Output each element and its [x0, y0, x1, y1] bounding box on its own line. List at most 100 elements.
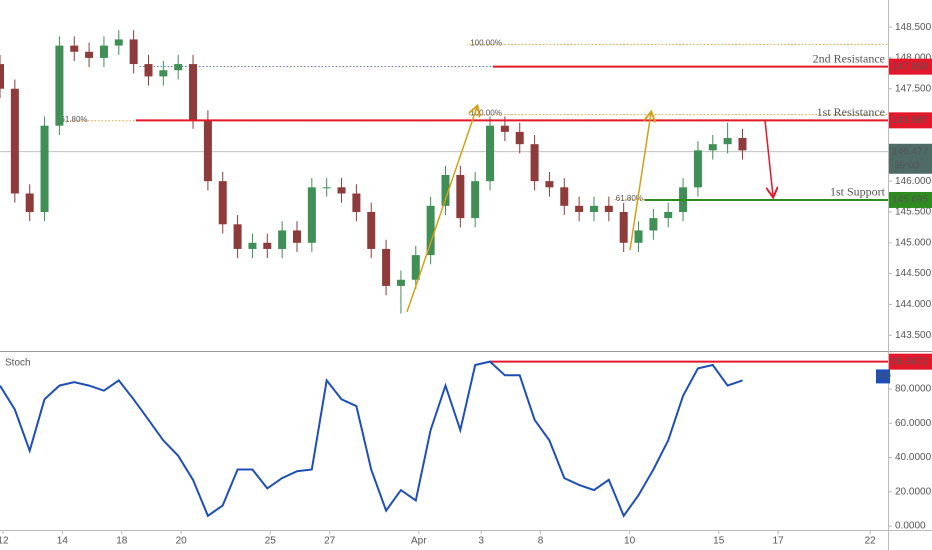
marks: 100.00% 61.80% 100.00% 61.80% 2nd Resistance…: [0, 30, 888, 518]
candle-body: [426, 205, 435, 256]
candle-body: [575, 205, 584, 212]
x-tick-label: 17: [773, 536, 785, 547]
current-price-box: [889, 143, 932, 174]
candle-body: [292, 230, 301, 243]
candle-body: [55, 45, 64, 126]
countdown-label: 39:00: [894, 160, 919, 171]
candle-body: [10, 88, 19, 194]
level-price-label: 147.858: [892, 61, 929, 72]
legend-box: [876, 369, 890, 384]
drawing-arrow: [764, 119, 773, 196]
x-tick-label: 14: [57, 536, 69, 547]
y-tick-label: 145.000: [895, 237, 932, 248]
x-tick-label: 15: [713, 536, 725, 547]
fib-label: 100.00%: [470, 38, 502, 47]
candle-body: [159, 70, 168, 77]
x-tick-label: 10: [624, 536, 636, 547]
y-tick-label: 145.500: [895, 207, 932, 218]
candle-body: [589, 205, 598, 212]
candle-body: [337, 187, 346, 194]
y-tick-label: 20.0000: [895, 486, 932, 497]
level-label: 1st Resistance: [817, 105, 885, 119]
candle-body: [248, 242, 257, 249]
fib-label: 61.80%: [60, 115, 87, 124]
candle-body: [515, 131, 524, 145]
candle-body: [85, 51, 94, 58]
candle-body: [203, 119, 212, 182]
level-price-box: [889, 112, 932, 129]
level-label: 1st Support: [830, 185, 886, 199]
x-tick-label: 3: [478, 536, 484, 547]
candle-body: [604, 205, 613, 212]
candle-body: [649, 218, 658, 231]
candle-body: [114, 39, 123, 46]
x-tick-label: 22: [865, 536, 877, 547]
candle-body: [411, 255, 420, 280]
y-tick-label: 80.0000: [895, 384, 932, 395]
y-tick-label: 146.000: [895, 176, 932, 187]
y-tick-label: 148.000: [895, 53, 932, 64]
level-label: 2nd Resistance: [813, 51, 885, 65]
candle-body: [708, 144, 717, 151]
candle-body: [189, 64, 198, 120]
fib-label: 61.80%: [616, 194, 643, 203]
stoch-line: [0, 360, 743, 518]
candle-body: [471, 181, 480, 219]
candle-body: [307, 187, 316, 243]
candle-body: [441, 175, 450, 206]
candle-body: [456, 175, 465, 219]
candle-body: [738, 138, 747, 151]
level-price-box: [889, 58, 932, 75]
level-price-label: 145.695: [892, 195, 929, 206]
candle-body: [0, 64, 4, 89]
candle-body: [367, 211, 376, 249]
candle-body: [174, 64, 183, 71]
x-tick-label: 25: [265, 536, 277, 547]
candle-body: [664, 211, 673, 219]
candle-body: [693, 150, 702, 188]
drawing-arrow: [629, 113, 651, 251]
candle-body: [723, 138, 732, 145]
x-tick-label: 20: [176, 536, 188, 547]
candle-body: [70, 45, 79, 52]
candle-body: [560, 187, 569, 206]
max-level-box: [889, 353, 932, 370]
y-tick-label: 144.000: [895, 299, 932, 310]
y-tick-label: 143.500: [895, 330, 932, 341]
candle-body: [396, 279, 405, 286]
candle-body: [486, 125, 495, 182]
current-price-label: 146.477: [892, 146, 929, 157]
y-tick-label: 147.500: [895, 83, 932, 94]
candle-body: [382, 248, 391, 286]
max-level-label: 95.9472: [892, 356, 929, 367]
candle-body: [619, 211, 628, 243]
y-tick-label: 148.500: [895, 22, 932, 33]
candle-body: [500, 125, 509, 132]
y-tick-label: 60.0000: [895, 418, 932, 429]
candle-body: [278, 230, 287, 249]
candle-body: [530, 144, 539, 182]
x-tick-label: Apr: [411, 536, 427, 547]
candle-body: [352, 193, 361, 212]
y-tick-label: 0.0000: [895, 521, 926, 532]
drawing-arrow: [406, 107, 477, 313]
axis-labels: 148.500148.000147.500147.000146.500146.0…: [0, 22, 932, 547]
y-tick-label: 144.500: [895, 268, 932, 279]
fib-label: 100.00%: [470, 109, 502, 118]
candle-body: [634, 230, 643, 243]
level-price-box: [889, 191, 932, 208]
candle-body: [40, 125, 49, 212]
candle-body: [99, 45, 108, 58]
y-tick-label: 40.0000: [895, 452, 932, 463]
candle-body: [129, 39, 138, 65]
x-tick-label: 8: [538, 536, 544, 547]
level-price-label: 146.987: [892, 115, 929, 126]
candle-body: [233, 224, 242, 249]
legend-label: %D: [878, 372, 891, 381]
candle-body: [218, 181, 227, 225]
candle-body: [144, 64, 153, 77]
candle-body: [263, 242, 272, 249]
x-tick-label: 18: [116, 536, 128, 547]
candle-body: [322, 187, 331, 189]
